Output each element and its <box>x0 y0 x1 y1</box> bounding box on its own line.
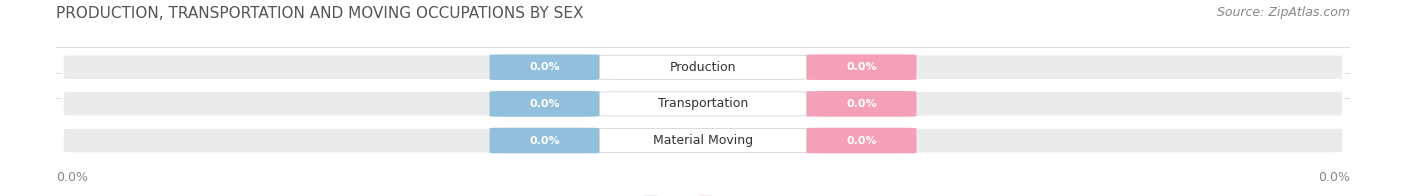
FancyBboxPatch shape <box>489 128 599 153</box>
Text: Transportation: Transportation <box>658 97 748 110</box>
Text: Material Moving: Material Moving <box>652 134 754 147</box>
Text: 0.0%: 0.0% <box>529 62 560 72</box>
FancyBboxPatch shape <box>807 91 917 117</box>
Text: 0.0%: 0.0% <box>56 171 89 183</box>
FancyBboxPatch shape <box>807 128 917 153</box>
Text: 0.0%: 0.0% <box>846 136 877 146</box>
Legend: Male, Female: Male, Female <box>640 191 766 196</box>
Text: Production: Production <box>669 61 737 74</box>
FancyBboxPatch shape <box>63 91 1343 117</box>
Text: Source: ZipAtlas.com: Source: ZipAtlas.com <box>1216 6 1350 19</box>
FancyBboxPatch shape <box>489 54 599 80</box>
FancyBboxPatch shape <box>599 128 807 153</box>
Text: 0.0%: 0.0% <box>846 99 877 109</box>
Text: 0.0%: 0.0% <box>1317 171 1350 183</box>
FancyBboxPatch shape <box>599 92 807 116</box>
Text: 0.0%: 0.0% <box>529 136 560 146</box>
FancyBboxPatch shape <box>489 91 599 117</box>
FancyBboxPatch shape <box>63 128 1343 153</box>
FancyBboxPatch shape <box>807 54 917 80</box>
FancyBboxPatch shape <box>599 55 807 79</box>
Text: 0.0%: 0.0% <box>529 99 560 109</box>
FancyBboxPatch shape <box>63 54 1343 80</box>
Text: 0.0%: 0.0% <box>846 62 877 72</box>
Text: PRODUCTION, TRANSPORTATION AND MOVING OCCUPATIONS BY SEX: PRODUCTION, TRANSPORTATION AND MOVING OC… <box>56 6 583 21</box>
